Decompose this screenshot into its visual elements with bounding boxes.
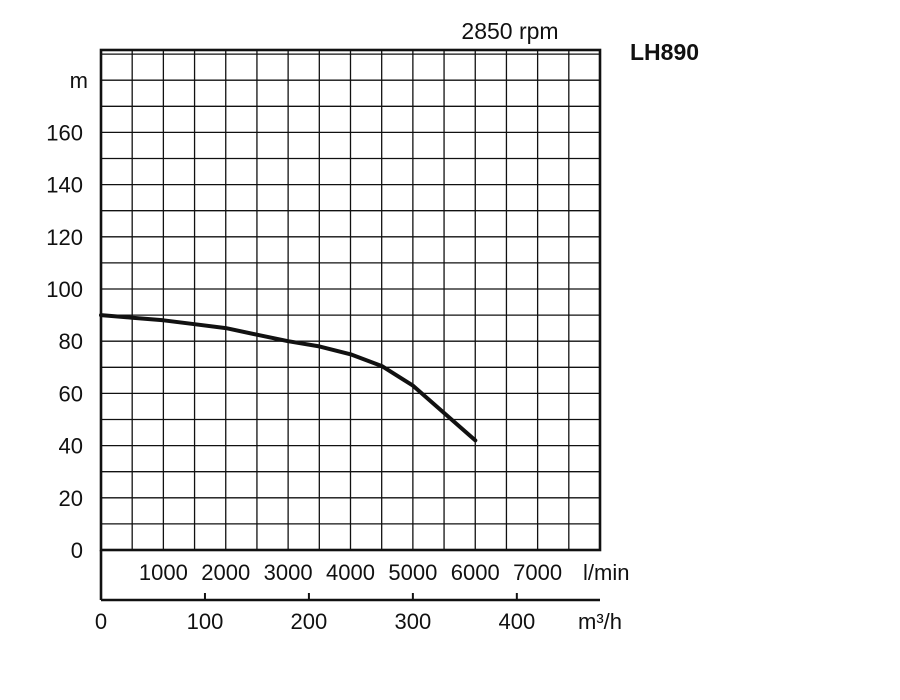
y-tick-label: 140 [46,173,83,198]
series-layer [99,313,478,443]
x2-tick-label: 0 [95,609,107,634]
y-axis-label: m [70,68,88,93]
x-tick-label: 1000 [139,560,188,585]
y-tick-label: 60 [59,381,83,406]
chart-grid [101,50,600,550]
y-tick-label: 20 [59,486,83,511]
x-tick-label: 4000 [326,560,375,585]
x2-tick-label: 200 [291,609,328,634]
chart-frame [99,48,602,602]
x-tick-label: 3000 [264,560,313,585]
chart-title: LH890 [630,39,699,65]
x-tick-label: 6000 [451,560,500,585]
x2-tick-label: 400 [498,609,535,634]
x-tick-label: 2000 [201,560,250,585]
x-tick-label: 7000 [513,560,562,585]
y-tick-label: 80 [59,329,83,354]
series-line [99,313,478,443]
chart-subtitle: 2850 rpm [461,18,558,44]
y-tick-label: 40 [59,434,83,459]
y-tick-label: 0 [71,538,83,563]
x2-axis-label: m³/h [578,609,622,634]
plot-border [99,48,602,552]
y-tick-label: 160 [46,120,83,145]
x2-tick-label: 100 [187,609,224,634]
y-tick-label: 100 [46,277,83,302]
y-tick-label: 120 [46,225,83,250]
x-tick-label: 5000 [388,560,437,585]
x-axis-label: l/min [583,560,629,585]
x2-tick-label: 300 [395,609,432,634]
